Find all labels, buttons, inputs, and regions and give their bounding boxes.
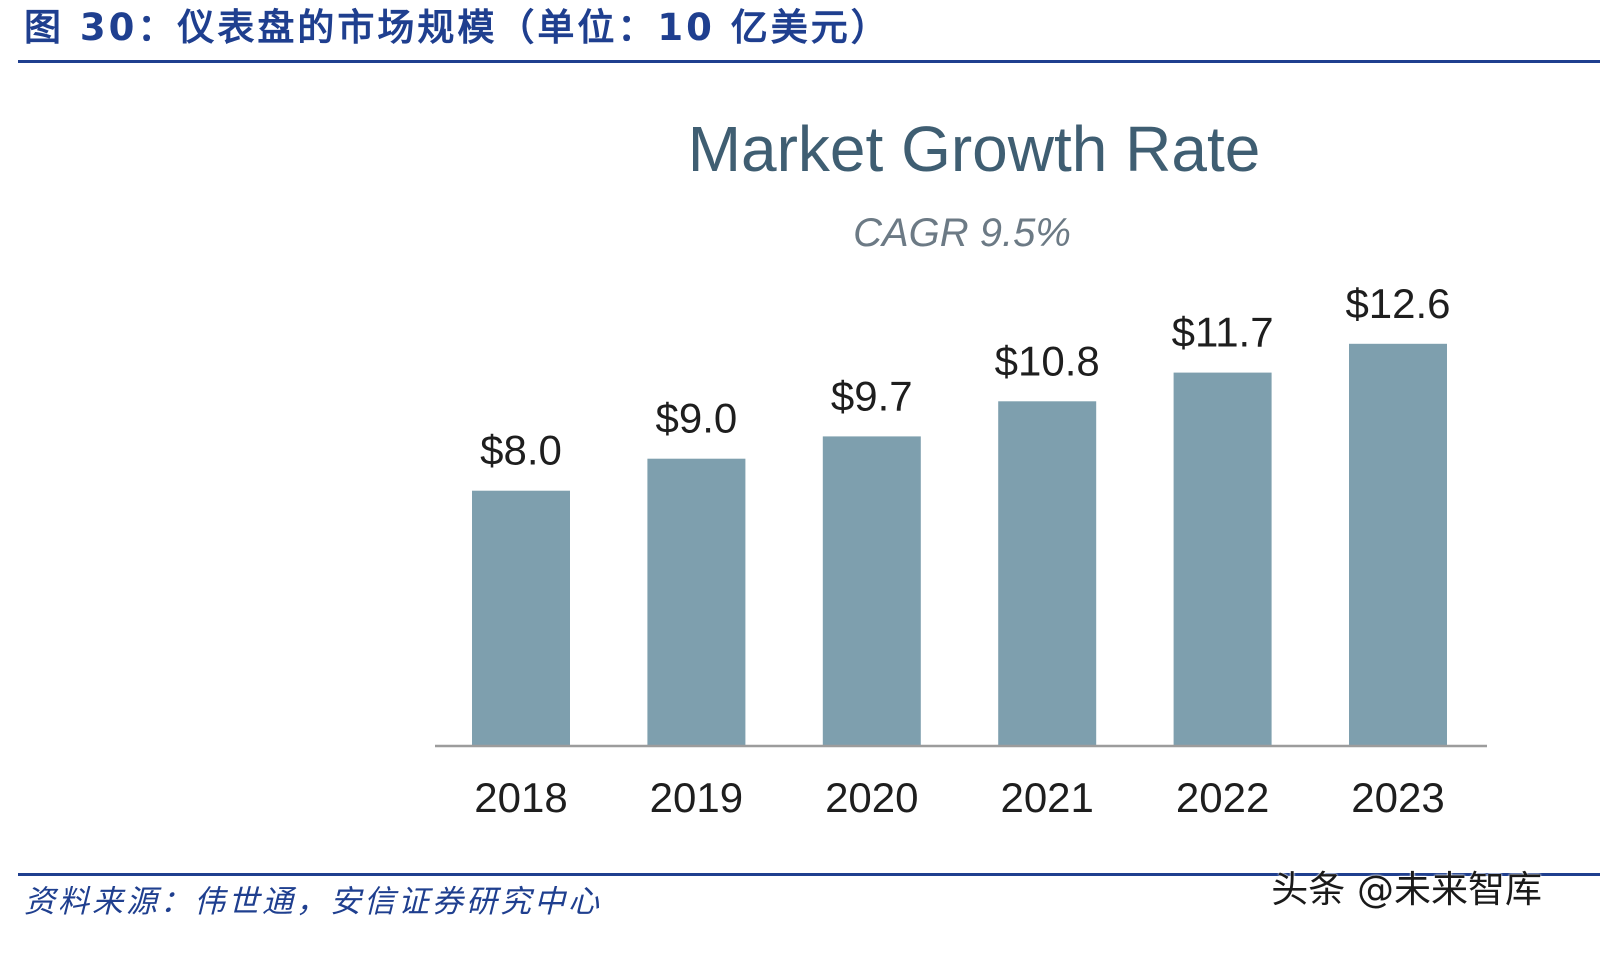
bar-2019 [647, 458, 746, 746]
data-label-2021: $10.8 [995, 337, 1100, 384]
x-tick-label-2019: 2019 [650, 774, 743, 821]
x-tick-label-2022: 2022 [1176, 774, 1269, 821]
x-tick-label-2021: 2021 [1000, 774, 1093, 821]
data-label-2018: $8.0 [480, 427, 562, 474]
data-label-2022: $11.7 [1172, 309, 1274, 356]
bars-group [472, 343, 1447, 746]
x-tick-label-2023: 2023 [1351, 774, 1444, 821]
bar-2021 [998, 401, 1097, 746]
data-label-2020: $9.7 [831, 372, 913, 419]
watermark: 头条 @未来智库 [1271, 868, 1542, 911]
source-note: 资料来源：伟世通，安信证券研究中心 [24, 884, 602, 920]
bar-chart: Market Growth Rate CAGR 9.5% $8.0 $9.0 $9.… [435, 113, 1487, 821]
x-tick-label-2018: 2018 [474, 774, 567, 821]
data-label-2019: $9.0 [656, 395, 738, 442]
x-tick-labels-group: 2018 2019 2020 2021 2022 2023 [474, 774, 1444, 821]
caption-rule [18, 60, 1600, 63]
bar-2023 [1349, 343, 1447, 746]
bar-2022 [1173, 372, 1272, 746]
bar-2020 [822, 436, 921, 746]
bar-2018 [472, 490, 570, 746]
chart-subtitle: CAGR 9.5% [853, 211, 1071, 255]
chart-title: Market Growth Rate [688, 113, 1261, 185]
source-rule [18, 873, 1600, 876]
x-tick-label-2020: 2020 [825, 774, 918, 821]
data-label-2023: $12.6 [1345, 280, 1450, 327]
figure-caption: 图 30：仪表盘的市场规模（单位：10 亿美元） [24, 6, 891, 49]
data-labels-group: $8.0 $9.0 $9.7 $10.8 $11.7 $12.6 [480, 280, 1450, 474]
